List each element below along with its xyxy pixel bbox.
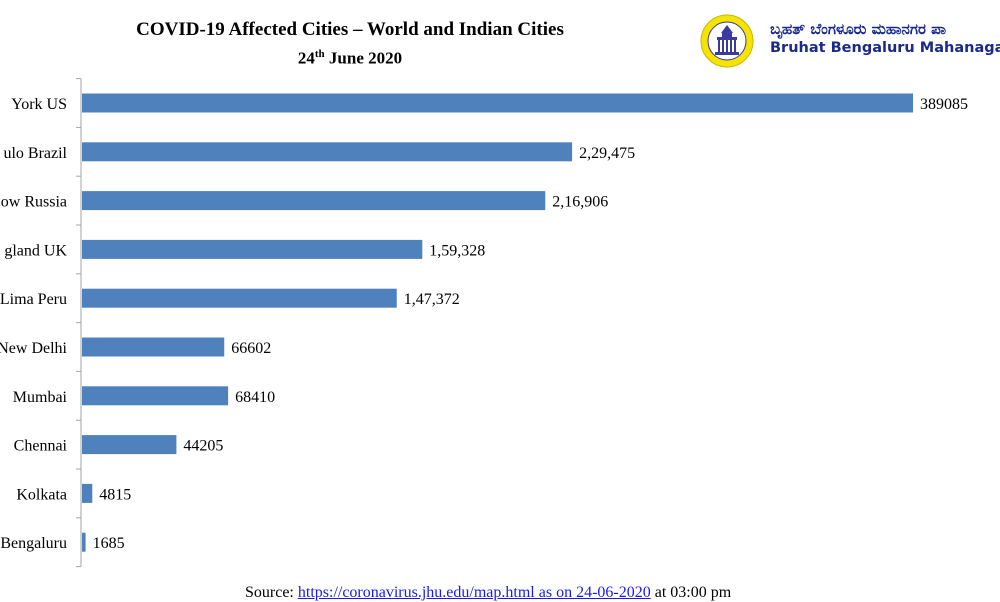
bar <box>82 191 546 211</box>
data-label: 1,47,372 <box>404 291 460 308</box>
data-label: 66602 <box>231 340 271 357</box>
bar-chart: 389085 York US 2,29,475 ulo Brazil 2,16,906 o… <box>0 78 968 568</box>
source-note: Source: https://coronavirus.jhu.edu/map.… <box>245 584 731 602</box>
title-date-suffix: th <box>314 48 325 60</box>
chart-title: COVID-19 Affected Cities – World and Ind… <box>100 18 600 71</box>
logo-english-text: Bruhat Bengaluru Mahanagara <box>770 40 1000 56</box>
data-label: 2,16,906 <box>552 194 608 211</box>
category-label: gland UK <box>4 242 67 259</box>
category-label: ulo Brazil <box>3 145 67 162</box>
category-label: Chennai <box>14 438 68 455</box>
category-label: New Delhi <box>0 340 68 357</box>
bar <box>82 435 177 455</box>
bar <box>82 239 423 259</box>
data-label: 68410 <box>235 389 275 406</box>
bbmp-logo: ಬೃಹತ್ ಬೆಂಗಳೂರು ಮಹಾನಗರ ಪಾ Bruhat Bengalur… <box>700 14 1000 70</box>
title-line: COVID-19 Affected Cities – World and Ind… <box>136 19 564 40</box>
data-label: 1685 <box>93 535 125 552</box>
vidhana-soudha-emblem-icon <box>700 14 754 68</box>
source-prefix: Source: <box>245 584 298 601</box>
title-date-rest: June 2020 <box>324 48 403 68</box>
category-label: Kolkata <box>16 486 67 503</box>
title-date-day: 24 <box>297 48 315 68</box>
title-date: 24th June 2020 <box>100 42 600 71</box>
bar <box>82 386 229 406</box>
bar <box>82 142 573 162</box>
bar <box>82 93 913 113</box>
bar <box>82 483 93 503</box>
data-label: 44205 <box>183 438 223 455</box>
bar <box>82 532 86 552</box>
data-label: 2,29,475 <box>579 145 635 162</box>
source-suffix: at 03:00 pm <box>650 584 732 601</box>
data-label: 4815 <box>99 486 131 503</box>
category-label: Mumbai <box>13 389 68 406</box>
bar <box>82 288 397 308</box>
category-label: Bengaluru <box>0 535 67 552</box>
data-label: 389085 <box>920 96 968 113</box>
bar <box>82 337 225 357</box>
source-link[interactable]: https://coronavirus.jhu.edu/map.html as … <box>297 584 651 601</box>
logo-kannada-text: ಬೃಹತ್ ಬೆಂಗಳೂರು ಮಹಾನಗರ ಪಾ <box>770 20 947 38</box>
category-label: Lima Peru <box>0 291 67 308</box>
data-label: 1,59,328 <box>429 242 485 259</box>
category-label: ow Russia <box>1 194 67 211</box>
category-label: York US <box>11 96 67 113</box>
